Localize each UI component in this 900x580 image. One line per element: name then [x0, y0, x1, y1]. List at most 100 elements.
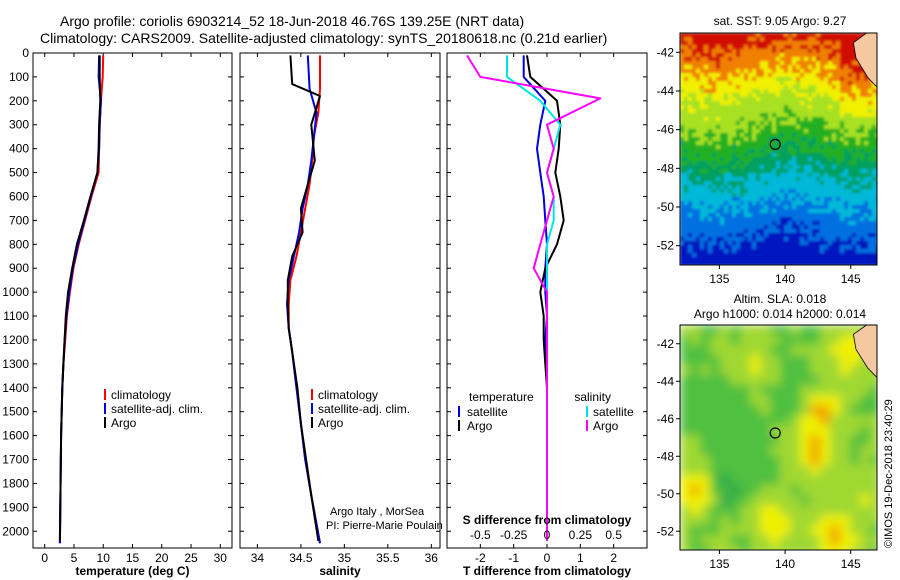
map-cell [824, 189, 829, 194]
map-cell [788, 77, 793, 82]
map-cell [752, 177, 757, 182]
map-cell [868, 225, 873, 230]
map-cell [856, 261, 861, 265]
map-cell [690, 425, 701, 436]
map-cell [788, 45, 793, 50]
map-cell [720, 221, 725, 226]
map-cell [740, 253, 745, 258]
map-cell [684, 221, 689, 226]
map-cell [816, 41, 821, 46]
map-cell [752, 173, 757, 178]
map-cell [808, 177, 813, 182]
map-cell [824, 205, 829, 210]
map-cell [700, 535, 711, 546]
map-cell [788, 65, 793, 70]
map-cell [760, 245, 765, 250]
map-cell [832, 45, 837, 50]
map-cell [812, 249, 817, 254]
map-cell [700, 101, 705, 106]
map-cell [860, 133, 865, 138]
map-cell [816, 69, 821, 74]
map-cell [748, 33, 753, 38]
map-cell [780, 97, 785, 102]
map-cell [832, 209, 837, 214]
map-cell [710, 365, 721, 376]
map-cell [724, 149, 729, 154]
map-cell [852, 137, 857, 142]
map-cell [768, 161, 773, 166]
map-cell [744, 149, 749, 154]
map-cell [768, 201, 773, 206]
map-cell [696, 181, 701, 186]
map-cell [732, 201, 737, 206]
map-cell [744, 205, 749, 210]
map-cell [710, 505, 721, 516]
map-cell [860, 525, 871, 536]
map-cell [732, 45, 737, 50]
map-cell [820, 185, 825, 190]
x-tick-label: 35.5 [376, 551, 400, 565]
map-cell [800, 157, 805, 162]
map-cell [752, 125, 757, 130]
map-cell [860, 365, 871, 376]
map-cell [772, 149, 777, 154]
map-cell [690, 385, 701, 396]
map-cell [840, 221, 845, 226]
map-cell [772, 173, 777, 178]
map-cell [736, 141, 741, 146]
map-cell [792, 189, 797, 194]
map-cell [680, 105, 685, 110]
map-cell [736, 193, 741, 198]
map-cell [780, 209, 785, 214]
map-cell [680, 545, 691, 550]
map-cell [868, 177, 873, 182]
map-cell [844, 73, 849, 78]
map-cell [776, 221, 781, 226]
map-cell [810, 505, 821, 516]
map-cell [780, 475, 791, 486]
map-cell [780, 73, 785, 78]
map-cell [712, 141, 717, 146]
map-cell [832, 173, 837, 178]
map-cell [704, 221, 709, 226]
map-cell [832, 125, 837, 130]
map-cell [776, 209, 781, 214]
map-cell [792, 201, 797, 206]
map-cell [796, 53, 801, 58]
map-cell [708, 177, 713, 182]
map-cell [780, 225, 785, 230]
map-cell [856, 257, 861, 262]
map-cell [836, 169, 841, 174]
map-cell [836, 185, 841, 190]
map-cell [772, 157, 777, 162]
map-cell [852, 141, 857, 146]
map-cell [840, 85, 845, 90]
map-cell [724, 65, 729, 70]
map-cell [780, 345, 791, 356]
map-cell [724, 165, 729, 170]
map-cell [820, 475, 831, 486]
map-cell [792, 49, 797, 54]
map-cell [780, 535, 791, 546]
map-cell [700, 475, 711, 486]
map-cell [720, 169, 725, 174]
map-cell [780, 197, 785, 202]
map-cell [730, 405, 741, 416]
map-cell [756, 37, 761, 42]
map-cell [756, 249, 761, 254]
map-cell [784, 197, 789, 202]
map-cell [720, 81, 725, 86]
map-cell [740, 345, 751, 356]
map-cell [724, 93, 729, 98]
map-cell [752, 225, 757, 230]
map-cell [732, 157, 737, 162]
map-cell [848, 37, 853, 42]
map-cell [860, 245, 865, 250]
map-cell [744, 125, 749, 130]
map-cell [868, 189, 873, 194]
map-cell [872, 89, 877, 94]
map-cell [780, 89, 785, 94]
map-cell [704, 69, 709, 74]
map-cell [780, 53, 785, 58]
